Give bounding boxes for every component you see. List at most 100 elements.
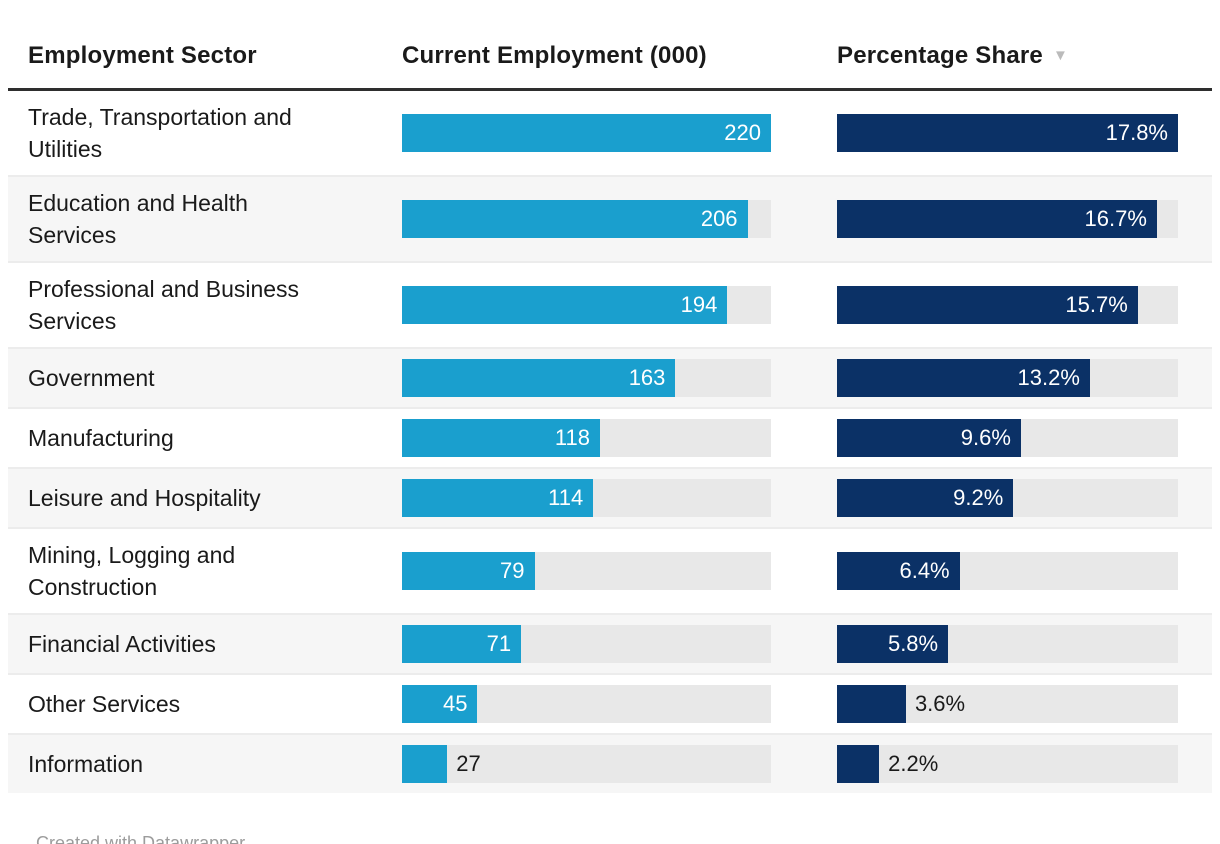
table-row: Government 163 13.2% bbox=[8, 347, 1212, 407]
share-cell: 16.7% bbox=[837, 200, 1178, 238]
column-header-share-label: Percentage Share bbox=[837, 42, 1043, 69]
share-bar bbox=[837, 286, 1138, 324]
share-bar bbox=[837, 685, 906, 723]
employment-cell: 45 bbox=[402, 685, 771, 723]
employment-value-label: 27 bbox=[456, 751, 481, 776]
employment-cell: 79 bbox=[402, 552, 771, 590]
employment-bar-track: 114 bbox=[402, 479, 771, 517]
employment-cell: 118 bbox=[402, 419, 771, 457]
share-cell: 2.2% bbox=[837, 745, 1178, 783]
employment-value-label: 220 bbox=[724, 120, 761, 145]
share-bar-track: 16.7% bbox=[837, 200, 1178, 238]
employment-bar bbox=[402, 625, 522, 663]
employment-cell: 220 bbox=[402, 114, 771, 152]
employment-bar-track: 71 bbox=[402, 625, 771, 663]
employment-bar-track: 118 bbox=[402, 419, 771, 457]
share-bar-track: 2.2% bbox=[837, 745, 1178, 783]
sector-label: Professional and Business Services bbox=[28, 276, 300, 334]
employment-bar bbox=[402, 745, 448, 783]
share-value-label: 5.8% bbox=[887, 631, 939, 656]
table-row: Leisure and Hospitality 114 9.2% bbox=[8, 467, 1212, 527]
sector-label: Education and Health Services bbox=[28, 190, 248, 248]
sector-label: Other Services bbox=[28, 691, 181, 717]
share-cell: 9.2% bbox=[837, 479, 1178, 517]
sector-cell: Leisure and Hospitality bbox=[8, 482, 402, 514]
share-bar-track: 9.2% bbox=[837, 479, 1178, 517]
employment-cell: 206 bbox=[402, 200, 771, 238]
share-value-label: 13.2% bbox=[1017, 365, 1080, 390]
share-cell: 17.8% bbox=[837, 114, 1178, 152]
share-bar bbox=[837, 419, 1021, 457]
employment-bar-track: 194 bbox=[402, 286, 771, 324]
employment-bar bbox=[402, 359, 676, 397]
share-bar bbox=[837, 625, 949, 663]
share-value-label: 3.6% bbox=[914, 691, 966, 716]
employment-bar bbox=[402, 114, 771, 152]
sector-cell: Mining, Logging and Construction bbox=[8, 539, 402, 603]
employment-value-label: 194 bbox=[680, 292, 718, 317]
share-value-label: 6.4% bbox=[899, 558, 950, 583]
share-bar bbox=[837, 552, 960, 590]
sort-desc-icon: ▼ bbox=[1052, 47, 1069, 64]
table-row: Information 27 2.2% bbox=[8, 733, 1212, 793]
employment-bar bbox=[402, 286, 728, 324]
sector-cell: Information bbox=[8, 748, 402, 780]
share-bar bbox=[837, 114, 1178, 152]
sector-cell: Manufacturing bbox=[8, 422, 402, 454]
employment-bar-track: 79 bbox=[402, 552, 771, 590]
column-header-share[interactable]: Percentage Share ▼ bbox=[837, 42, 1178, 70]
table-header-row: Employment Sector Current Employment (00… bbox=[8, 28, 1212, 91]
column-header-sector[interactable]: Employment Sector bbox=[8, 42, 402, 70]
sector-label: Manufacturing bbox=[28, 425, 174, 451]
share-bar-track: 5.8% bbox=[837, 625, 1178, 663]
share-bar-track: 13.2% bbox=[837, 359, 1178, 397]
share-bar-track: 3.6% bbox=[837, 685, 1178, 723]
table-row: Education and Health Services 206 16.7% bbox=[8, 175, 1212, 261]
employment-bar bbox=[402, 552, 535, 590]
table-row: Trade, Transportation and Utilities 220 … bbox=[8, 91, 1212, 175]
table-row: Professional and Business Services 194 1… bbox=[8, 261, 1212, 347]
employment-cell: 27 bbox=[402, 745, 771, 783]
employment-bar-track: 220 bbox=[402, 114, 771, 152]
share-value-label: 15.7% bbox=[1065, 292, 1128, 317]
data-table: Employment Sector Current Employment (00… bbox=[8, 0, 1212, 844]
share-value-label: 9.2% bbox=[953, 485, 1004, 510]
employment-cell: 114 bbox=[402, 479, 771, 517]
sector-label: Mining, Logging and Construction bbox=[28, 542, 236, 600]
share-cell: 5.8% bbox=[837, 625, 1178, 663]
employment-bar bbox=[402, 200, 748, 238]
share-value-label: 16.7% bbox=[1084, 206, 1147, 231]
share-cell: 3.6% bbox=[837, 685, 1178, 723]
table-row: Mining, Logging and Construction 79 6.4% bbox=[8, 527, 1212, 613]
share-bar-track: 9.6% bbox=[837, 419, 1178, 457]
employment-cell: 163 bbox=[402, 359, 771, 397]
sector-label: Trade, Transportation and Utilities bbox=[28, 104, 292, 162]
employment-value-label: 114 bbox=[548, 485, 584, 510]
employment-bar-track: 45 bbox=[402, 685, 771, 723]
employment-bar-track: 163 bbox=[402, 359, 771, 397]
employment-bar bbox=[402, 479, 594, 517]
sector-label: Leisure and Hospitality bbox=[28, 485, 261, 511]
datawrapper-credit-link[interactable]: Created with Datawrapper bbox=[36, 833, 246, 844]
employment-value-label: 45 bbox=[442, 691, 468, 716]
column-header-sector-label: Employment Sector bbox=[28, 42, 257, 69]
column-header-employment[interactable]: Current Employment (000) bbox=[402, 42, 771, 70]
share-cell: 13.2% bbox=[837, 359, 1178, 397]
sector-cell: Financial Activities bbox=[8, 628, 402, 660]
sector-cell: Trade, Transportation and Utilities bbox=[8, 101, 402, 165]
table-row: Other Services 45 3.6% bbox=[8, 673, 1212, 733]
employment-cell: 71 bbox=[402, 625, 771, 663]
employment-value-label: 163 bbox=[628, 365, 666, 390]
table-row: Financial Activities 71 5.8% bbox=[8, 613, 1212, 673]
footer: Created with Datawrapper bbox=[36, 833, 1212, 844]
share-cell: 9.6% bbox=[837, 419, 1178, 457]
employment-bar bbox=[402, 685, 478, 723]
employment-cell: 194 bbox=[402, 286, 771, 324]
share-value-label: 17.8% bbox=[1105, 120, 1168, 145]
share-bar-track: 15.7% bbox=[837, 286, 1178, 324]
employment-bar bbox=[402, 419, 600, 457]
share-bar bbox=[837, 745, 880, 783]
employment-bar-track: 206 bbox=[402, 200, 771, 238]
share-value-label: 2.2% bbox=[888, 751, 939, 776]
share-cell: 6.4% bbox=[837, 552, 1178, 590]
